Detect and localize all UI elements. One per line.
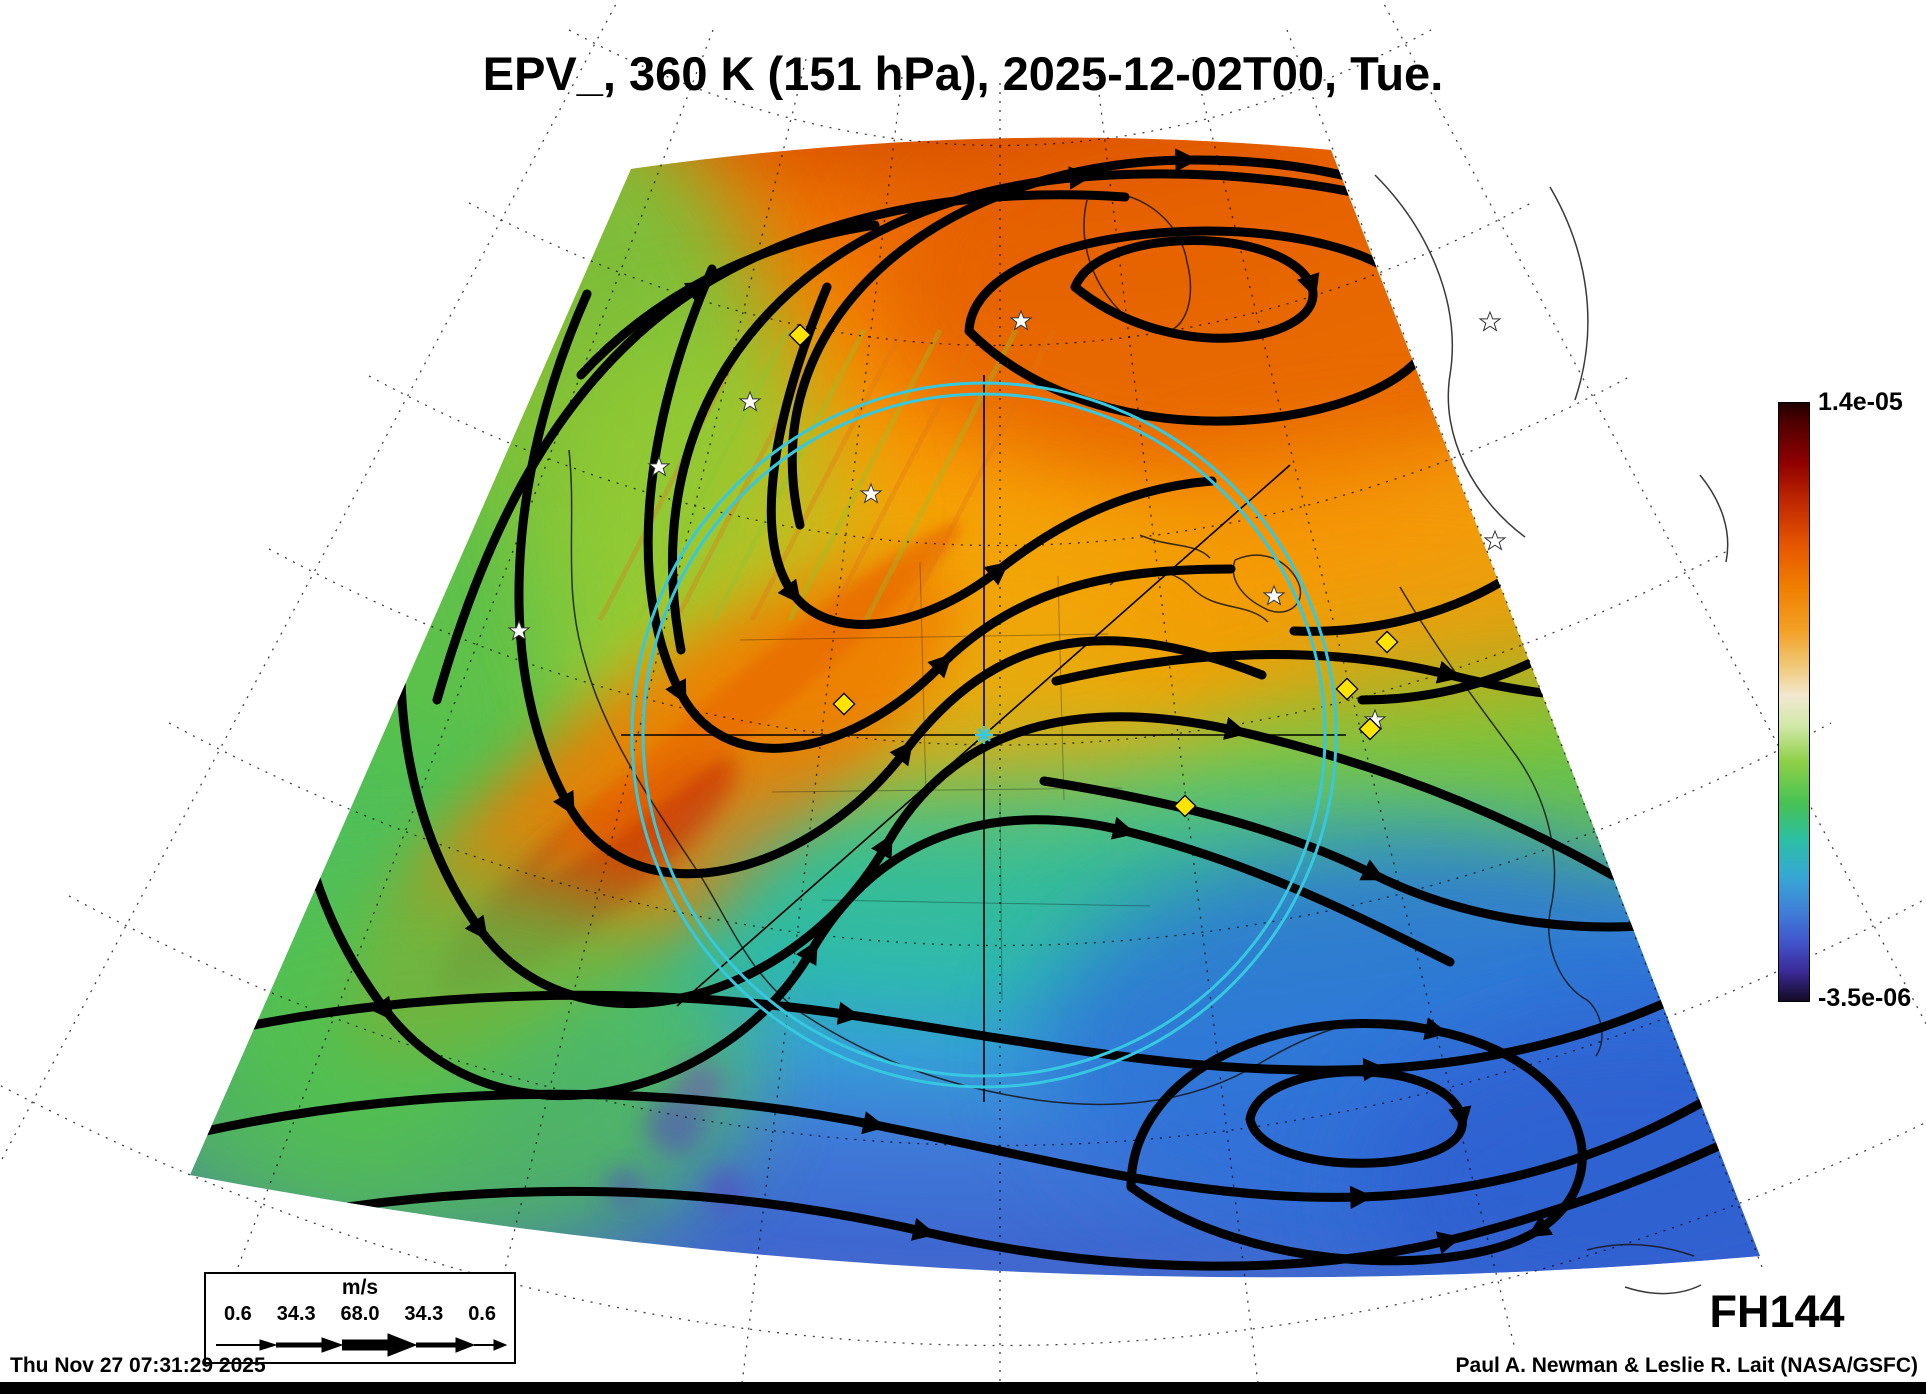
graticule-arc [568,29,1432,147]
wind-speed-value: 34.3 [276,1303,316,1325]
wave-streak [673,328,829,622]
range-circle-inner [641,392,1327,1078]
chart-title: EPV_, 360 K (151 hPa), 2025-12-02T00, Tu… [482,47,1444,100]
wind-speed-values: 0.6 34.3 68.0 34.3 0.6 [206,1304,514,1324]
graticule-arc [0,1084,1926,1347]
station-star-icon [1484,530,1506,550]
wind-speed-value: 0.6 [468,1303,496,1325]
credit-text: Paul A. Newman & Leslie R. Lait (NASA/GS… [1455,1354,1918,1377]
wind-units-label: m/s [341,1276,379,1299]
streamline [1126,1017,1587,1266]
streamline [1039,776,1705,932]
state-border [739,633,1109,641]
wind-arrows-icon [216,1333,508,1357]
epv-speckle [607,1169,643,1205]
forecast-hour-label: FH144 [1709,1286,1845,1337]
station-star-icon [1479,311,1501,331]
colorbar-max-label: 1.4e-05 [1818,388,1903,416]
wind-speed-value: 0.6 [224,1303,252,1325]
graticule-arc [468,202,1532,347]
generated-timestamp: Thu Nov 27 07:31:29 2025 [10,1354,266,1377]
colorbar-min-label: -3.5e-06 [1818,984,1912,1012]
graticule-arc [268,548,1732,746]
range-circle [630,381,1338,1089]
wave-streak [635,328,791,622]
bottom-bar [0,1382,1926,1394]
epv-speckle [645,1095,705,1155]
wind-legend-box: m/s 0.6 34.3 68.0 34.3 0.6 [204,1272,516,1364]
streamline [201,1067,1757,1210]
wind-speed-value: 68.0 [340,1303,380,1325]
colorbar-gradient [1778,402,1810,1002]
epv-speckle [703,1168,747,1212]
coastline [1586,1243,1702,1295]
streamline [192,951,1757,1082]
streamline [251,1126,1755,1271]
epv-region [190,870,750,1270]
wind-speed-value: 34.3 [404,1303,444,1325]
